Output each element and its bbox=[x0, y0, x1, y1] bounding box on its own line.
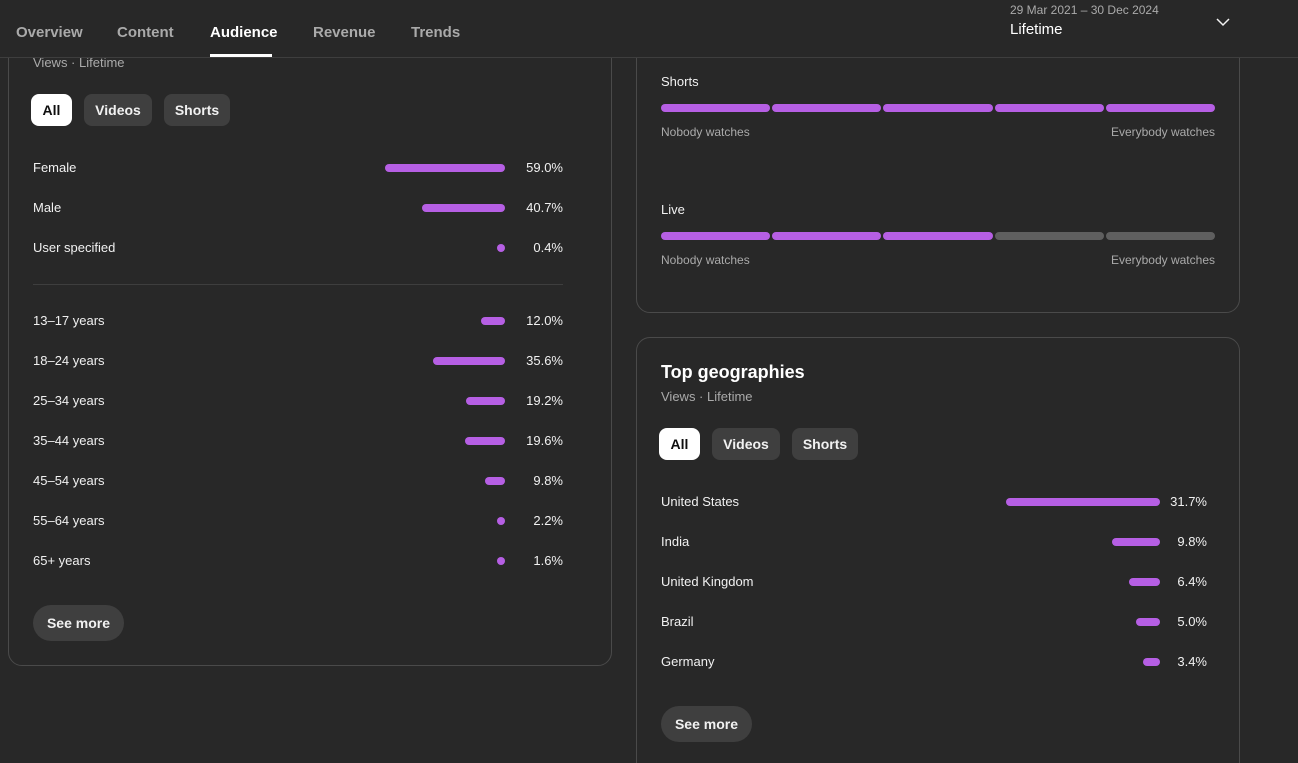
row-value: 40.7% bbox=[526, 200, 563, 215]
top-tab-bar: Overview Content Audience Revenue Trends… bbox=[0, 0, 1298, 58]
row-label: United States bbox=[661, 494, 740, 509]
bar bbox=[465, 437, 505, 445]
bar-dot bbox=[497, 517, 505, 525]
watch-row-label: Live bbox=[661, 202, 685, 217]
watch-segment bbox=[1105, 104, 1215, 112]
row-value: 0.4% bbox=[533, 240, 563, 255]
geographies-subtitle: Views · Lifetime bbox=[661, 389, 753, 404]
bar bbox=[1143, 658, 1160, 666]
row-label: 35–44 years bbox=[33, 433, 105, 448]
row-label: 13–17 years bbox=[33, 313, 105, 328]
bar bbox=[433, 357, 505, 365]
row-value: 3.4% bbox=[1177, 654, 1207, 669]
watch-segment bbox=[994, 104, 1104, 112]
scale-low-label: Nobody watches bbox=[661, 125, 750, 139]
watch-segment bbox=[883, 104, 993, 112]
geo-chip-shorts[interactable]: Shorts bbox=[792, 428, 858, 460]
top-geographies-card bbox=[636, 337, 1240, 763]
bar bbox=[466, 397, 505, 405]
row-value: 12.0% bbox=[526, 313, 563, 328]
geo-chip-videos[interactable]: Videos bbox=[712, 428, 780, 460]
bar bbox=[1112, 538, 1160, 546]
date-range-text[interactable]: 29 Mar 2021 – 30 Dec 2024 bbox=[1010, 3, 1159, 17]
watch-segment bbox=[883, 232, 993, 240]
row-value: 6.4% bbox=[1177, 574, 1207, 589]
watch-segment bbox=[661, 104, 771, 112]
bar bbox=[385, 164, 505, 172]
see-more-button[interactable]: See more bbox=[33, 605, 124, 641]
bar bbox=[485, 477, 505, 485]
tab-trends[interactable]: Trends bbox=[411, 24, 461, 41]
row-value: 31.7% bbox=[1170, 494, 1207, 509]
active-tab-indicator bbox=[210, 54, 272, 57]
geographies-title: Top geographies bbox=[661, 362, 805, 382]
row-value: 19.2% bbox=[526, 393, 563, 408]
row-value: 9.8% bbox=[1177, 534, 1207, 549]
row-label: Female bbox=[33, 160, 77, 175]
row-value: 59.0% bbox=[526, 160, 563, 175]
tab-overview[interactable]: Overview bbox=[16, 24, 83, 41]
row-label: 65+ years bbox=[33, 553, 91, 568]
scale-low-label: Nobody watches bbox=[661, 253, 750, 267]
row-label: 55–64 years bbox=[33, 513, 105, 528]
row-label: 25–34 years bbox=[33, 393, 105, 408]
row-label: Germany bbox=[661, 654, 715, 669]
chip-videos[interactable]: Videos bbox=[84, 94, 152, 126]
watch-segment bbox=[1105, 232, 1215, 240]
bar bbox=[1006, 498, 1160, 506]
chip-shorts[interactable]: Shorts bbox=[164, 94, 230, 126]
watch-segment bbox=[772, 232, 882, 240]
row-value: 1.6% bbox=[533, 553, 563, 568]
row-label: Male bbox=[33, 200, 62, 215]
bar bbox=[481, 317, 505, 325]
chevron-down-icon[interactable] bbox=[1215, 14, 1231, 30]
tab-audience[interactable]: Audience bbox=[210, 24, 278, 41]
row-label: India bbox=[661, 534, 690, 549]
row-value: 5.0% bbox=[1177, 614, 1207, 629]
bar-dot bbox=[497, 557, 505, 565]
tab-revenue[interactable]: Revenue bbox=[313, 24, 376, 41]
watch-segment bbox=[661, 232, 771, 240]
age-gender-subtitle: Views · Lifetime bbox=[33, 55, 125, 70]
geo-see-more-button[interactable]: See more bbox=[661, 706, 752, 742]
bar bbox=[1129, 578, 1160, 586]
row-label: United Kingdom bbox=[661, 574, 754, 589]
bar bbox=[1136, 618, 1160, 626]
row-value: 9.8% bbox=[533, 473, 563, 488]
row-value: 35.6% bbox=[526, 353, 563, 368]
watch-segment bbox=[772, 104, 882, 112]
date-range-label[interactable]: Lifetime bbox=[1010, 21, 1063, 38]
divider bbox=[33, 284, 563, 285]
bar bbox=[422, 204, 505, 212]
row-label: Brazil bbox=[661, 614, 694, 629]
row-value: 2.2% bbox=[533, 513, 563, 528]
row-value: 19.6% bbox=[526, 433, 563, 448]
bar-dot bbox=[497, 244, 505, 252]
geo-chip-all[interactable]: All bbox=[659, 428, 700, 460]
row-label: 18–24 years bbox=[33, 353, 105, 368]
row-label: 45–54 years bbox=[33, 473, 105, 488]
scale-high-label: Everybody watches bbox=[1110, 253, 1215, 267]
scale-high-label: Everybody watches bbox=[1110, 125, 1215, 139]
watch-segment bbox=[994, 232, 1104, 240]
chip-all[interactable]: All bbox=[31, 94, 72, 126]
row-label: User specified bbox=[33, 240, 116, 255]
watch-row-label: Shorts bbox=[661, 74, 699, 89]
tab-content[interactable]: Content bbox=[117, 24, 174, 41]
